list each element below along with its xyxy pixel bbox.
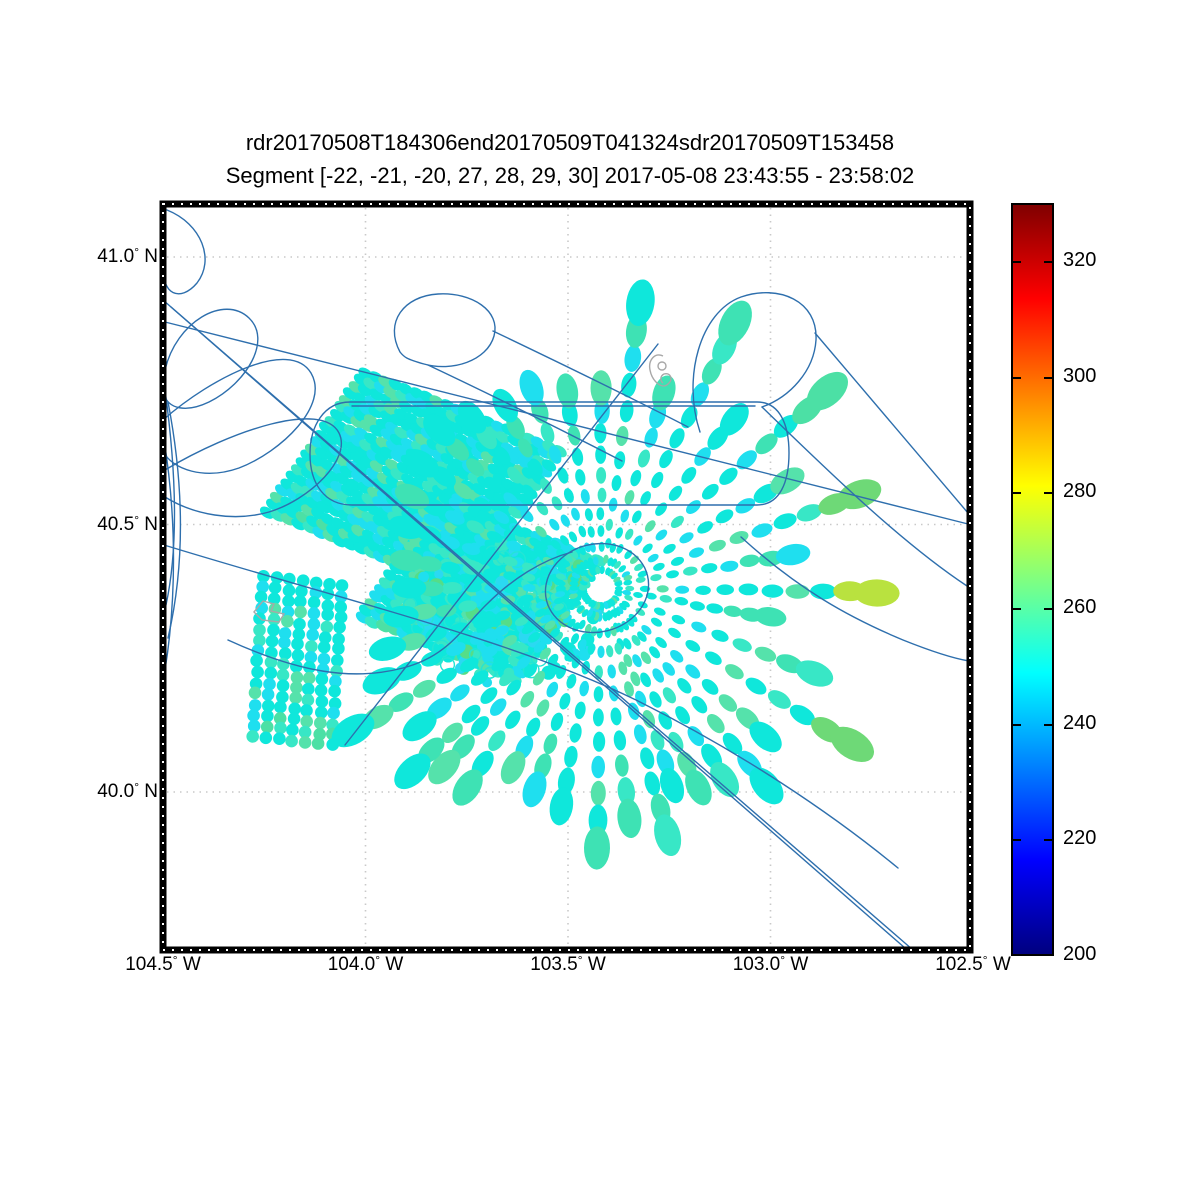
colorbar-tick-label: 260 [1063,595,1097,618]
y-tick-label: 40.0° N [97,780,158,802]
y-tick-label: 41.0° N [97,245,158,267]
colorbar-tick-mark [1013,260,1021,263]
colorbar-tick-label: 200 [1063,943,1097,965]
y-tick-label: 40.5° N [97,512,158,535]
county-boundary [253,354,672,623]
colorbar-tick-label: 240 [1063,711,1097,734]
colorbar-tick-label: 280 [1063,480,1097,503]
ground-track-columns [246,570,349,751]
map-frame [159,200,974,954]
colorbar-tick-label: 220 [1063,827,1097,850]
colorbar-gradient [1011,203,1054,956]
x-tick-label: 103.5° W [530,953,606,975]
x-tick-label: 104.0° W [327,953,404,975]
colorbar-tick-mark [1013,492,1021,495]
colorbar-tick-mark [1044,376,1052,379]
flight-track [162,209,970,951]
colorbar-tick-mark [1013,607,1021,610]
colorbar-tick-mark [1044,723,1052,726]
colorbar-tick-mark [1044,492,1052,495]
colorbar-tick-mark [1044,839,1052,842]
figure-title-line2: Segment [-22, -21, -20, 27, 28, 29, 30] … [225,163,915,188]
x-tick-label: 103.0° W [732,953,809,975]
colorbar-tick-mark [1013,376,1021,379]
x-tick-label: 102.5° W [935,953,1011,975]
colorbar-tick-mark [1013,723,1021,726]
colorbar-tick-label: 320 [1063,248,1097,271]
figure-title-line1: rdr20170508T184306end20170509T041324sdr2… [245,130,895,155]
colorbar-tick-label: 300 [1063,364,1097,387]
colorbar-tick-mark [1013,839,1021,842]
colorbar-tick-mark [1044,607,1052,610]
colorbar-tick-mark [1044,260,1052,263]
x-tick-label: 104.5° W [125,953,201,975]
